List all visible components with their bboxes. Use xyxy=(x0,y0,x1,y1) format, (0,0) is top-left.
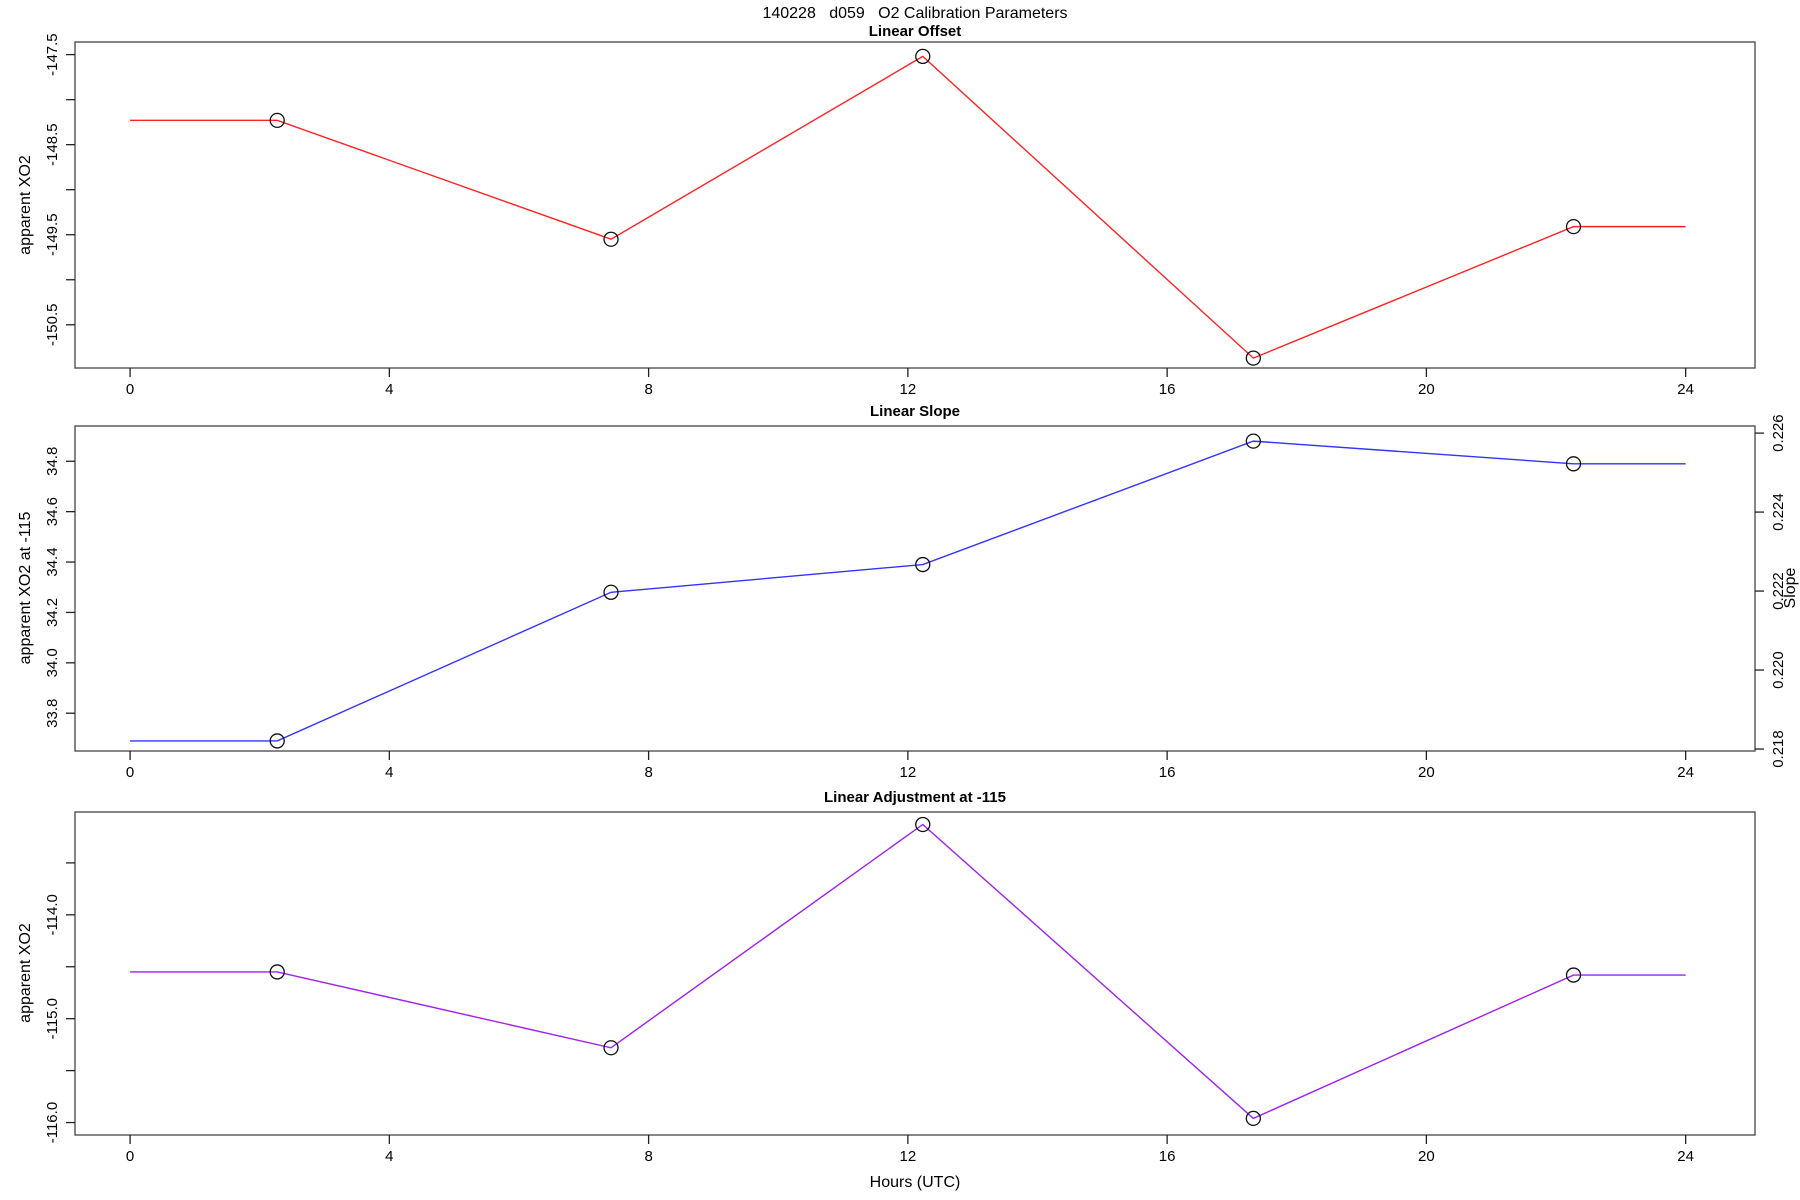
y-tick-label: 34.6 xyxy=(44,497,61,526)
y-tick-label: -115.0 xyxy=(44,998,61,1039)
x-tick-label: 16 xyxy=(1159,1148,1176,1165)
data-point-marker xyxy=(915,48,931,65)
panel1-title: Linear Offset xyxy=(868,23,962,40)
x-tick-label: 0 xyxy=(126,764,134,781)
data-point-marker xyxy=(1245,433,1261,449)
data-point-marker xyxy=(915,816,931,833)
x-tick-label: 8 xyxy=(644,764,652,781)
main-title: 140228 d059 O2 Calibration Parameters xyxy=(762,5,1068,22)
plot-border xyxy=(74,811,1756,1136)
x-tick-label: 20 xyxy=(1418,381,1435,398)
x-tick-label: 0 xyxy=(126,381,134,398)
x-axis-label: Hours (UTC) xyxy=(869,1174,961,1191)
x-tick-label: 8 xyxy=(644,381,652,398)
x-tick-label: 24 xyxy=(1677,1148,1694,1165)
x-tick-label: 24 xyxy=(1677,764,1694,781)
y-tick-label: 33.8 xyxy=(44,699,61,728)
y-tick-label: -116.0 xyxy=(44,1102,61,1143)
x-tick-label: 20 xyxy=(1418,1148,1435,1165)
data-point-marker xyxy=(1565,218,1582,235)
data-point-marker xyxy=(603,1040,619,1056)
data-point-marker xyxy=(1245,350,1261,366)
x-tick-label: 16 xyxy=(1159,381,1176,398)
x-tick-label: 12 xyxy=(900,1148,917,1165)
panel3-y-axis-label: apparent XO2 xyxy=(17,923,34,1023)
panel1-y-axis-label: apparent XO2 xyxy=(17,155,34,255)
right-y-tick-label: 0.220 xyxy=(1770,651,1787,689)
y-tick-label: 34.2 xyxy=(44,598,61,627)
panel-3: 0 4 8 12 16 20 24 -114.0 -115.0 -116.0 xyxy=(44,811,1756,1165)
data-point-marker xyxy=(1565,967,1582,983)
series-line xyxy=(130,823,1686,1120)
y-tick-label: 34.0 xyxy=(44,648,61,677)
plot-border xyxy=(74,425,1756,752)
panel-1: 0 4 8 12 16 20 24 -147.5 -148.5 -149.5 -150.5 xyxy=(44,33,1756,398)
y-tick-label: 34.8 xyxy=(44,447,61,476)
panel2-title: Linear Slope xyxy=(869,403,961,420)
x-tick-label: 4 xyxy=(385,1148,393,1165)
x-tick-label: 12 xyxy=(900,381,917,398)
right-y-tick-label: 0.222 xyxy=(1770,572,1787,610)
y-tick-label: 34.4 xyxy=(44,547,61,576)
data-point-marker xyxy=(1565,456,1582,472)
panel-2: 0 4 8 12 16 20 24 33.8 34.0 34.2 34.4 34.6 34.8 0.218… xyxy=(44,414,1787,781)
right-y-tick-label: 0.218 xyxy=(1770,730,1787,768)
y-tick-label: -114.0 xyxy=(44,894,61,935)
data-point-marker xyxy=(603,584,619,600)
x-tick-label: 16 xyxy=(1159,764,1176,781)
panel2-right-axis-label: Slope xyxy=(1782,567,1799,609)
data-point-marker xyxy=(269,112,285,128)
series-line xyxy=(130,440,1686,742)
x-tick-label: 4 xyxy=(385,764,393,781)
y-tick-label: -148.5 xyxy=(44,123,61,166)
data-point-marker xyxy=(269,964,285,980)
data-point-marker xyxy=(603,231,619,247)
data-point-marker xyxy=(269,733,285,749)
x-tick-label: 12 xyxy=(900,764,917,781)
x-tick-label: 20 xyxy=(1418,764,1435,781)
y-tick-label: -147.5 xyxy=(44,33,61,76)
right-y-tick-label: 0.224 xyxy=(1770,493,1787,531)
panel2-y-axis-label: apparent XO2 at -115 xyxy=(17,511,34,665)
data-point-marker xyxy=(1245,1110,1261,1127)
right-y-tick-label: 0.226 xyxy=(1770,414,1787,452)
x-tick-label: 4 xyxy=(385,381,393,398)
plot-border xyxy=(74,41,1756,369)
panel3-title: Linear Adjustment at -115 xyxy=(824,789,1006,806)
x-tick-label: 24 xyxy=(1677,381,1694,398)
x-tick-label: 0 xyxy=(126,1148,134,1165)
data-point-marker xyxy=(915,556,931,573)
x-tick-label: 8 xyxy=(644,1148,652,1165)
series-line xyxy=(130,55,1686,359)
y-tick-label: -150.5 xyxy=(44,304,61,347)
y-tick-label: -149.5 xyxy=(44,213,61,256)
